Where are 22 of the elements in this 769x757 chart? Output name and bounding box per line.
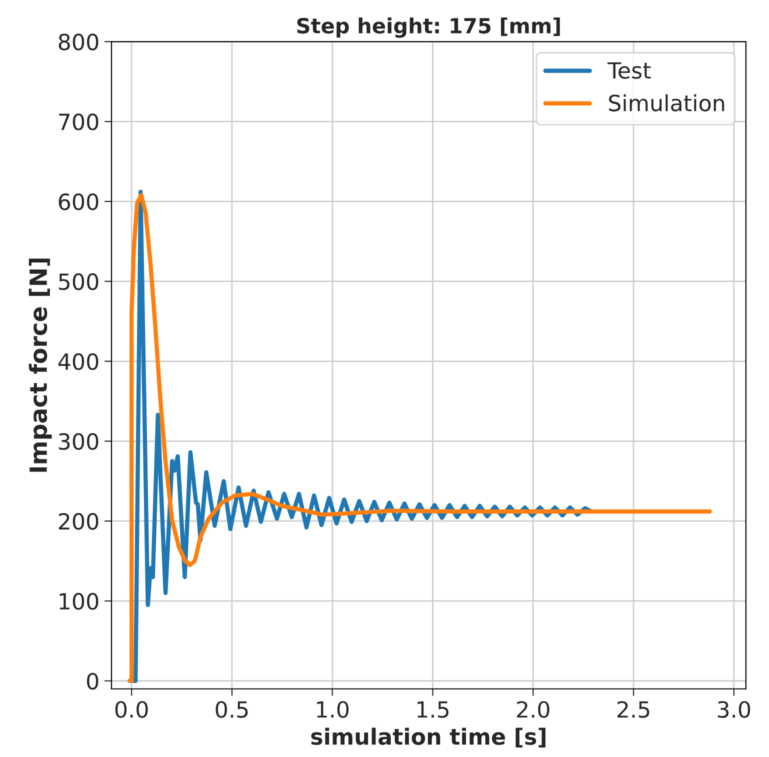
y-tick-label: 500 [59, 273, 98, 290]
x-tick-label: 0.5 [216, 701, 248, 718]
y-tick-label: 600 [58, 193, 98, 210]
line-series [127, 192, 712, 683]
x-axis-title: simulation time [s] [311, 728, 546, 748]
y-tick-label: 200 [58, 513, 98, 530]
y-tick-label: 300 [58, 433, 98, 450]
y-tick-label: 800 [58, 34, 98, 50]
legend-label: Simulation [609, 94, 724, 112]
x-tick-label: 2.0 [517, 701, 550, 718]
x-tick-label: 1.5 [418, 701, 448, 718]
y-tick-label: 0 [87, 672, 98, 690]
x-tick-label: 0.0 [115, 701, 148, 718]
x-tick-label: 3.0 [718, 701, 750, 718]
y-tick-label: 700 [59, 113, 98, 130]
x-tick-label: 2.5 [617, 701, 650, 718]
chart-title: Step height: 175 [mm] [297, 17, 560, 38]
x-tick-label: 1.0 [317, 701, 349, 718]
y-axis-title: Impact force [N] [28, 258, 52, 472]
legend-label: Test [607, 62, 651, 79]
y-tick-label: 100 [60, 592, 98, 610]
y-tick-label: 400 [58, 353, 98, 370]
